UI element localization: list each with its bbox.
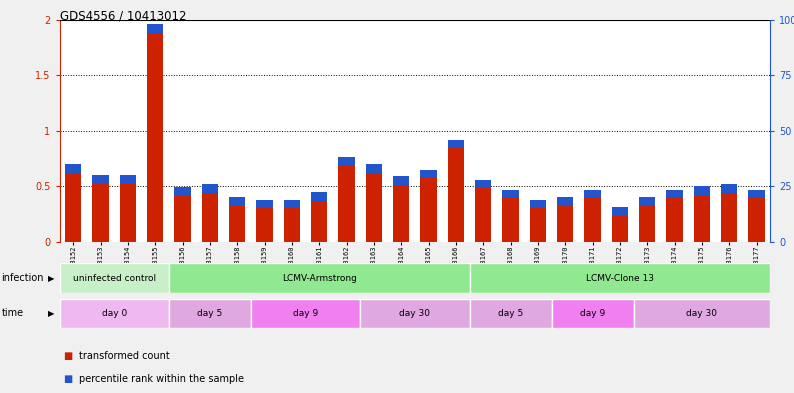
Bar: [469, 299, 552, 328]
Bar: [611, 207, 628, 216]
Text: uninfected control: uninfected control: [73, 274, 156, 283]
Bar: [311, 192, 327, 200]
Text: day 30: day 30: [399, 309, 430, 318]
Bar: [694, 186, 710, 195]
Bar: [748, 189, 765, 198]
Text: day 0: day 0: [102, 309, 127, 318]
Bar: [60, 263, 169, 293]
Bar: [311, 192, 327, 242]
Bar: [448, 140, 464, 149]
Bar: [503, 189, 518, 242]
Bar: [721, 184, 738, 242]
Text: day 9: day 9: [580, 309, 605, 318]
Bar: [469, 263, 770, 293]
Bar: [283, 200, 300, 242]
Bar: [120, 175, 136, 184]
Bar: [60, 299, 169, 328]
Bar: [65, 164, 82, 242]
Text: infection: infection: [2, 273, 44, 283]
Bar: [721, 184, 738, 193]
Text: ▶: ▶: [48, 309, 55, 318]
Bar: [639, 197, 655, 206]
Bar: [147, 24, 164, 33]
Bar: [202, 184, 218, 193]
Bar: [366, 164, 382, 242]
Text: day 9: day 9: [293, 309, 318, 318]
Text: LCMV-Clone 13: LCMV-Clone 13: [586, 274, 653, 283]
Bar: [202, 184, 218, 242]
Bar: [366, 164, 382, 173]
Text: transformed count: transformed count: [79, 351, 170, 361]
Bar: [175, 187, 191, 196]
Text: day 5: day 5: [197, 309, 222, 318]
Bar: [584, 189, 601, 198]
Bar: [552, 299, 634, 328]
Bar: [338, 157, 355, 166]
Bar: [611, 207, 628, 242]
Bar: [175, 187, 191, 242]
Bar: [748, 189, 765, 242]
Bar: [557, 197, 573, 242]
Bar: [530, 200, 546, 208]
Bar: [584, 189, 601, 242]
Text: time: time: [2, 309, 24, 318]
Bar: [92, 175, 109, 242]
Bar: [169, 299, 251, 328]
Bar: [92, 175, 109, 184]
Bar: [530, 200, 546, 242]
Bar: [666, 189, 683, 242]
Bar: [639, 197, 655, 242]
Text: LCMV-Armstrong: LCMV-Armstrong: [282, 274, 357, 283]
Bar: [448, 140, 464, 242]
Text: day 5: day 5: [498, 309, 523, 318]
Bar: [557, 197, 573, 206]
Bar: [475, 180, 491, 188]
Bar: [169, 263, 469, 293]
Bar: [694, 186, 710, 242]
Bar: [251, 299, 360, 328]
Text: ■: ■: [64, 351, 73, 361]
Bar: [256, 200, 273, 208]
Bar: [360, 299, 469, 328]
Bar: [120, 175, 136, 242]
Bar: [65, 164, 82, 173]
Bar: [475, 180, 491, 242]
Text: percentile rank within the sample: percentile rank within the sample: [79, 374, 245, 384]
Text: ■: ■: [64, 374, 73, 384]
Text: GDS4556 / 10413012: GDS4556 / 10413012: [60, 10, 186, 23]
Bar: [393, 176, 410, 242]
Bar: [503, 189, 518, 198]
Bar: [634, 299, 770, 328]
Bar: [229, 197, 245, 206]
Bar: [229, 197, 245, 242]
Bar: [283, 200, 300, 208]
Bar: [147, 24, 164, 242]
Bar: [393, 176, 410, 185]
Text: ▶: ▶: [48, 274, 55, 283]
Bar: [256, 200, 273, 242]
Text: day 30: day 30: [686, 309, 717, 318]
Bar: [420, 169, 437, 178]
Bar: [338, 157, 355, 242]
Bar: [420, 169, 437, 242]
Bar: [666, 189, 683, 198]
